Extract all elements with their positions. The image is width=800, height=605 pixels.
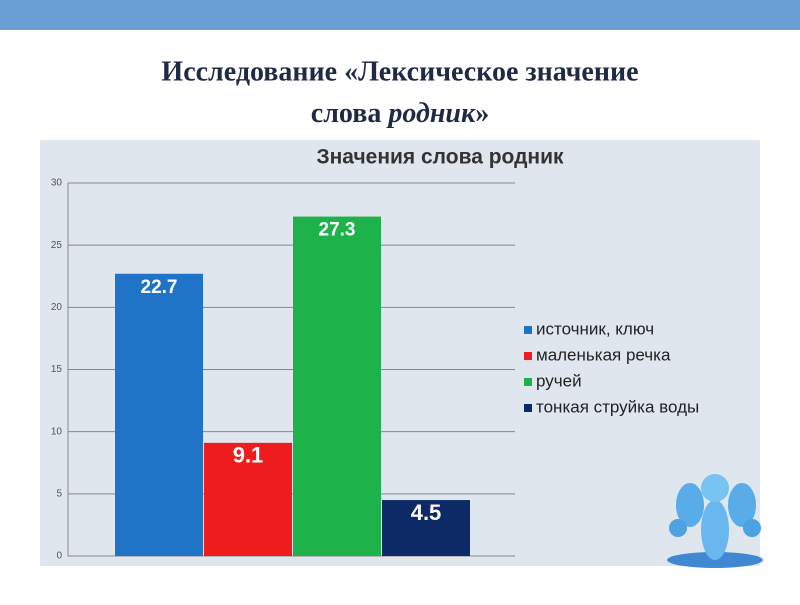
bar: [293, 216, 381, 556]
bar: [115, 273, 203, 556]
legend-swatch: [524, 378, 532, 386]
legend-swatch: [524, 326, 532, 334]
legend-swatch: [524, 404, 532, 412]
y-tick-label: 10: [51, 426, 63, 437]
y-tick-label: 5: [56, 488, 62, 499]
bar: [204, 442, 292, 556]
data-label: 4.5: [411, 500, 442, 525]
legend-label: маленькая речка: [536, 345, 671, 364]
slide-title-line: Исследование «Лексическое значение: [161, 56, 638, 87]
data-label: 9.1: [233, 443, 264, 468]
legend-label: источник, ключ: [536, 319, 654, 338]
title-part: родник: [386, 98, 476, 129]
legend-swatch: [524, 352, 532, 360]
legend-label: тонкая струйка воды: [536, 397, 699, 416]
fountain-icon: [667, 474, 763, 568]
data-label: 27.3: [319, 220, 356, 241]
y-tick-label: 15: [51, 364, 63, 375]
bar: [382, 500, 470, 556]
slide-title-line: слова родник»: [311, 98, 489, 129]
y-tick-label: 25: [51, 240, 63, 251]
data-label: 22.7: [141, 277, 178, 298]
title-part: »: [475, 98, 489, 129]
y-tick-label: 0: [56, 551, 62, 562]
title-part: слова: [311, 98, 389, 129]
chart-title: Значения слова родник: [316, 146, 564, 169]
y-tick-label: 20: [51, 302, 63, 313]
y-tick-label: 30: [51, 178, 63, 189]
legend-label: ручей: [536, 371, 582, 390]
top-band: [0, 0, 800, 30]
